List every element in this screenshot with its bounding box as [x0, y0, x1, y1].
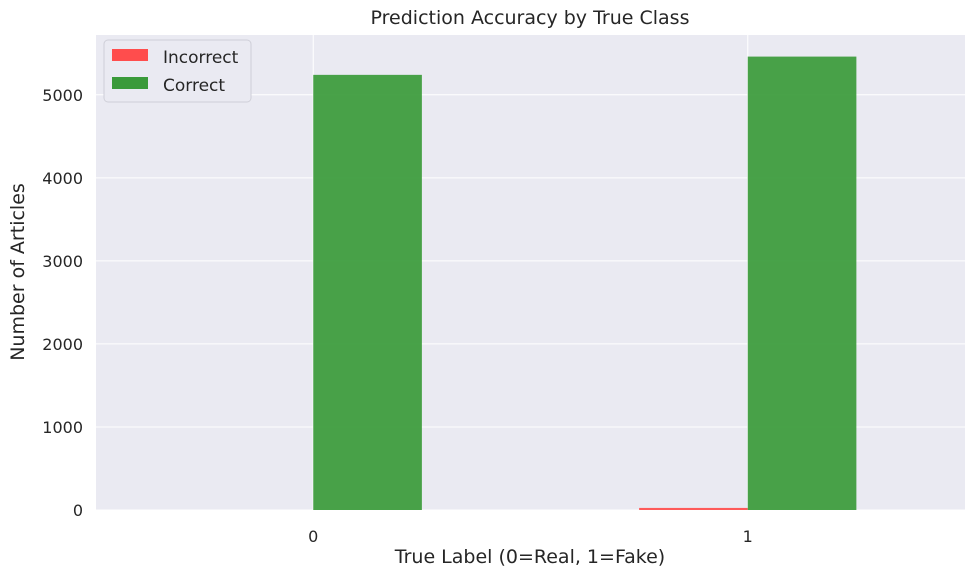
bar-incorrect-1 — [639, 507, 748, 510]
y-tick-labels: 0 1000 2000 3000 4000 5000 — [42, 86, 83, 520]
legend-swatch-incorrect — [112, 49, 148, 61]
bars — [313, 56, 857, 510]
legend-label-incorrect: Incorrect — [163, 48, 239, 68]
legend-label-correct: Correct — [163, 76, 225, 96]
y-tick-label: 4000 — [42, 169, 83, 188]
x-tick-label: 0 — [308, 527, 318, 546]
y-tick-label: 3000 — [42, 252, 83, 271]
y-tick-label: 2000 — [42, 335, 83, 354]
y-tick-label: 0 — [73, 501, 83, 520]
legend: Incorrect Correct — [103, 39, 252, 103]
y-axis-label: Number of Articles — [7, 183, 29, 361]
chart-title: Prediction Accuracy by True Class — [371, 7, 690, 29]
y-tick-label: 1000 — [42, 418, 83, 437]
x-tick-label: 1 — [743, 527, 753, 546]
legend-swatch-correct — [112, 77, 148, 89]
x-axis-label: True Label (0=Real, 1=Fake) — [394, 546, 665, 568]
bar-correct-0 — [313, 74, 422, 510]
y-tick-label: 5000 — [42, 86, 83, 105]
bar-correct-1 — [747, 56, 857, 510]
